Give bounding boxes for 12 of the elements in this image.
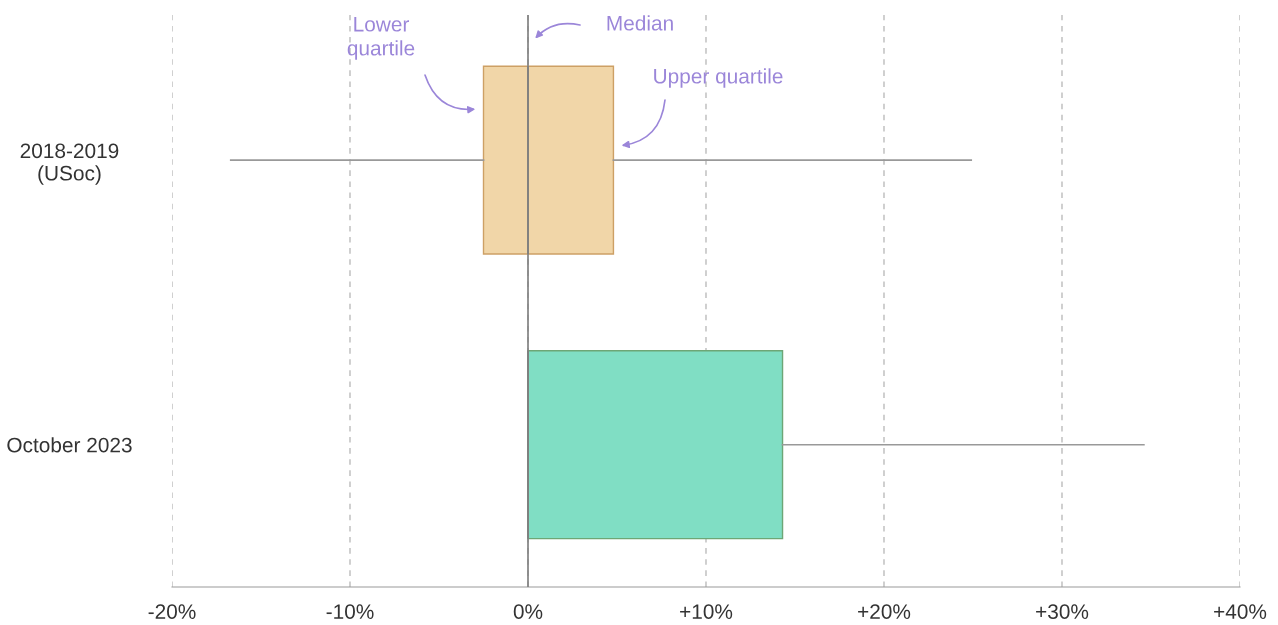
x-tick-label: -20%	[148, 604, 196, 619]
x-tick-label: -10%	[326, 604, 374, 619]
x-tick-label: +10%	[680, 604, 733, 619]
x-tick-label: +30%	[1036, 604, 1089, 619]
y-tick-label: 2018-2019 (USoc)	[20, 143, 119, 185]
annotation: Upper quartile	[654, 68, 783, 88]
y-tick-label: October 2023	[7, 437, 132, 453]
x-tick-label: 0%	[513, 604, 543, 619]
annotation: Median	[607, 15, 673, 31]
x-tick-label: +40%	[1214, 604, 1267, 619]
x-tick-label: +20%	[858, 604, 911, 619]
annotation: Lower quartile	[347, 17, 415, 60]
